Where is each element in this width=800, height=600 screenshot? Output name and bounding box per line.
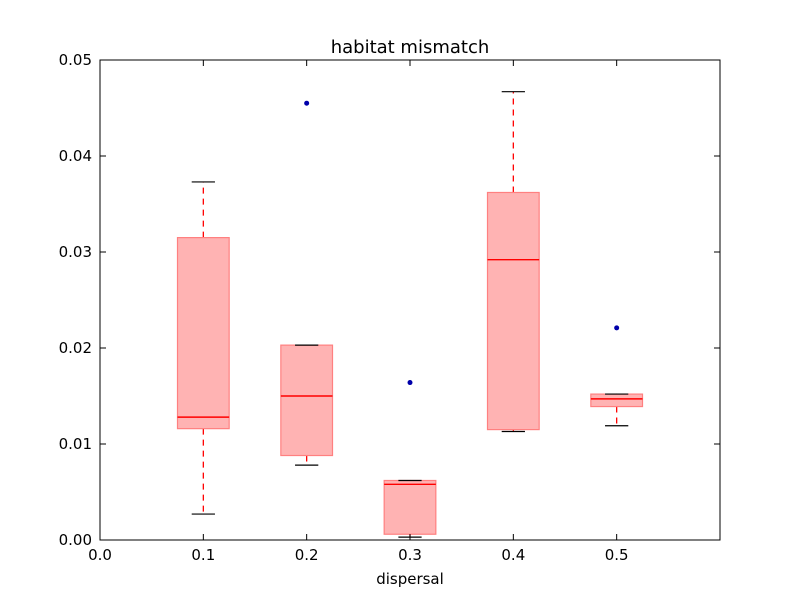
box-group	[486, 91, 540, 433]
box	[383, 479, 437, 535]
y-tick-label: 0.00	[59, 531, 92, 549]
outlier-point	[407, 380, 413, 386]
y-tick-label: 0.05	[59, 51, 92, 69]
chart-title: habitat mismatch	[331, 37, 490, 58]
box-group	[383, 380, 437, 538]
box	[176, 237, 230, 430]
x-tick-label: 0.2	[295, 546, 319, 564]
box	[280, 344, 334, 457]
box	[590, 393, 644, 408]
box	[486, 191, 540, 431]
x-tick-label: 0.3	[398, 546, 422, 564]
x-tick-label: 0.1	[191, 546, 215, 564]
outlier-point	[614, 325, 620, 331]
plot-area: 0.0 0.1 0.2 0.3 0.4 0.5 0.00 0.01 0.02 0.03 0.04 0.…	[59, 51, 721, 564]
x-tick-label: 0.5	[605, 546, 629, 564]
x-axis-label: dispersal	[376, 570, 444, 588]
box-group	[176, 181, 230, 515]
box-group	[590, 325, 644, 427]
y-tick-label: 0.02	[59, 339, 92, 357]
x-tick-label: 0.0	[88, 546, 112, 564]
y-tick-label: 0.04	[59, 147, 92, 165]
y-tick-label: 0.01	[59, 435, 92, 453]
y-tick-label: 0.03	[59, 243, 92, 261]
outlier-point	[304, 100, 310, 106]
x-tick-label: 0.4	[501, 546, 525, 564]
box-group	[280, 100, 334, 466]
